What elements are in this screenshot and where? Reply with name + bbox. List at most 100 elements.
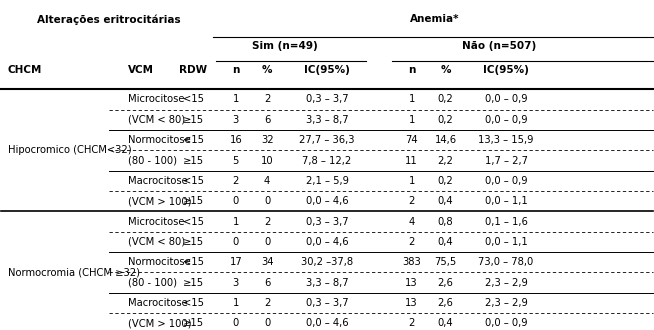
Text: 1: 1 bbox=[409, 115, 415, 125]
Text: 16: 16 bbox=[230, 135, 242, 145]
Text: <15: <15 bbox=[183, 176, 204, 186]
Text: 0,0 – 0,9: 0,0 – 0,9 bbox=[485, 176, 527, 186]
Text: 0,1 – 1,6: 0,1 – 1,6 bbox=[485, 216, 528, 227]
Text: 0,0 – 1,1: 0,0 – 1,1 bbox=[485, 237, 528, 247]
Text: 2,3 – 2,9: 2,3 – 2,9 bbox=[485, 298, 528, 308]
Text: 0,4: 0,4 bbox=[438, 237, 453, 247]
Text: n: n bbox=[408, 65, 415, 75]
Text: 2: 2 bbox=[409, 196, 415, 206]
Text: 34: 34 bbox=[261, 257, 273, 267]
Text: 75,5: 75,5 bbox=[434, 257, 456, 267]
Text: 13: 13 bbox=[405, 278, 418, 288]
Text: <15: <15 bbox=[183, 298, 204, 308]
Text: 0,2: 0,2 bbox=[438, 94, 453, 105]
Text: 0,2: 0,2 bbox=[438, 176, 453, 186]
Text: 0,0 – 4,6: 0,0 – 4,6 bbox=[305, 237, 349, 247]
Text: 30,2 –37,8: 30,2 –37,8 bbox=[301, 257, 353, 267]
Text: 1: 1 bbox=[409, 94, 415, 105]
Text: 3,3 – 8,7: 3,3 – 8,7 bbox=[305, 278, 349, 288]
Text: 0,4: 0,4 bbox=[438, 196, 453, 206]
Text: Hipocromico (CHCM<32): Hipocromico (CHCM<32) bbox=[8, 145, 131, 155]
Text: 0,0 – 4,6: 0,0 – 4,6 bbox=[305, 318, 349, 328]
Text: VCM: VCM bbox=[128, 65, 154, 75]
Text: 0,0 – 0,9: 0,0 – 0,9 bbox=[485, 94, 527, 105]
Text: Normocromia (CHCM ≥32): Normocromia (CHCM ≥32) bbox=[8, 268, 140, 278]
Text: %: % bbox=[262, 65, 272, 75]
Text: 0,4: 0,4 bbox=[438, 318, 453, 328]
Text: 14,6: 14,6 bbox=[434, 135, 456, 145]
Text: 1: 1 bbox=[233, 298, 239, 308]
Text: 1: 1 bbox=[409, 176, 415, 186]
Text: 17: 17 bbox=[230, 257, 242, 267]
Text: 2: 2 bbox=[409, 237, 415, 247]
Text: 3,3 – 8,7: 3,3 – 8,7 bbox=[305, 115, 349, 125]
Text: Microcitose: Microcitose bbox=[128, 216, 185, 227]
Text: n: n bbox=[232, 65, 239, 75]
Text: 2: 2 bbox=[409, 318, 415, 328]
Text: 6: 6 bbox=[264, 278, 270, 288]
Text: 0,3 – 3,7: 0,3 – 3,7 bbox=[305, 298, 349, 308]
Text: 383: 383 bbox=[402, 257, 421, 267]
Text: ≥15: ≥15 bbox=[183, 278, 204, 288]
Text: 73,0 – 78,0: 73,0 – 78,0 bbox=[479, 257, 534, 267]
Text: 0,8: 0,8 bbox=[438, 216, 453, 227]
Text: ≥15: ≥15 bbox=[183, 237, 204, 247]
Text: 27,7 – 36,3: 27,7 – 36,3 bbox=[300, 135, 354, 145]
Text: 0: 0 bbox=[264, 196, 270, 206]
Text: 4: 4 bbox=[409, 216, 415, 227]
Text: CHCM: CHCM bbox=[8, 65, 43, 75]
Text: 2: 2 bbox=[264, 216, 270, 227]
Text: 0,0 – 4,6: 0,0 – 4,6 bbox=[305, 196, 349, 206]
Text: Macrocitose: Macrocitose bbox=[128, 176, 188, 186]
Text: 0,2: 0,2 bbox=[438, 115, 453, 125]
Text: 3: 3 bbox=[233, 115, 239, 125]
Text: 2,6: 2,6 bbox=[438, 278, 453, 288]
Text: 32: 32 bbox=[261, 135, 273, 145]
Text: (VCM > 100): (VCM > 100) bbox=[128, 196, 192, 206]
Text: 11: 11 bbox=[405, 155, 418, 166]
Text: 0,0 – 0,9: 0,0 – 0,9 bbox=[485, 318, 527, 328]
Text: Normocitose: Normocitose bbox=[128, 257, 191, 267]
Text: <15: <15 bbox=[183, 257, 204, 267]
Text: 13,3 – 15,9: 13,3 – 15,9 bbox=[478, 135, 534, 145]
Text: (80 - 100): (80 - 100) bbox=[128, 278, 177, 288]
Text: 2: 2 bbox=[264, 94, 270, 105]
Text: IC(95%): IC(95%) bbox=[304, 65, 350, 75]
Text: 0: 0 bbox=[264, 237, 270, 247]
Text: 3: 3 bbox=[233, 278, 239, 288]
Text: Normocitose: Normocitose bbox=[128, 135, 191, 145]
Text: 2,1 – 5,9: 2,1 – 5,9 bbox=[305, 176, 349, 186]
Text: %: % bbox=[440, 65, 451, 75]
Text: ≥15: ≥15 bbox=[183, 318, 204, 328]
Text: Alterações eritrocitárias: Alterações eritrocitárias bbox=[37, 14, 181, 25]
Text: Sim (n=49): Sim (n=49) bbox=[252, 41, 318, 51]
Text: 10: 10 bbox=[261, 155, 273, 166]
Text: Microcitose: Microcitose bbox=[128, 94, 185, 105]
Text: <15: <15 bbox=[183, 135, 204, 145]
Text: 6: 6 bbox=[264, 115, 270, 125]
Text: 0,0 – 0,9: 0,0 – 0,9 bbox=[485, 115, 527, 125]
Text: (VCM < 80): (VCM < 80) bbox=[128, 237, 186, 247]
Text: <15: <15 bbox=[183, 94, 204, 105]
Text: Anemia*: Anemia* bbox=[409, 14, 459, 24]
Text: ≥15: ≥15 bbox=[183, 115, 204, 125]
Text: RDW: RDW bbox=[179, 65, 207, 75]
Text: 0: 0 bbox=[233, 318, 239, 328]
Text: 2,3 – 2,9: 2,3 – 2,9 bbox=[485, 278, 528, 288]
Text: (VCM < 80): (VCM < 80) bbox=[128, 115, 186, 125]
Text: ≥15: ≥15 bbox=[183, 196, 204, 206]
Text: Não (n=507): Não (n=507) bbox=[462, 41, 537, 51]
Text: 4: 4 bbox=[264, 176, 270, 186]
Text: 2,6: 2,6 bbox=[438, 298, 453, 308]
Text: 7,8 – 12,2: 7,8 – 12,2 bbox=[302, 155, 352, 166]
Text: Macrocitose: Macrocitose bbox=[128, 298, 188, 308]
Text: 0: 0 bbox=[233, 196, 239, 206]
Text: 1: 1 bbox=[233, 94, 239, 105]
Text: (80 - 100): (80 - 100) bbox=[128, 155, 177, 166]
Text: 0: 0 bbox=[264, 318, 270, 328]
Text: 0,0 – 1,1: 0,0 – 1,1 bbox=[485, 196, 528, 206]
Text: 2: 2 bbox=[264, 298, 270, 308]
Text: 0,3 – 3,7: 0,3 – 3,7 bbox=[305, 216, 349, 227]
Text: 5: 5 bbox=[233, 155, 239, 166]
Text: 0,3 – 3,7: 0,3 – 3,7 bbox=[305, 94, 349, 105]
